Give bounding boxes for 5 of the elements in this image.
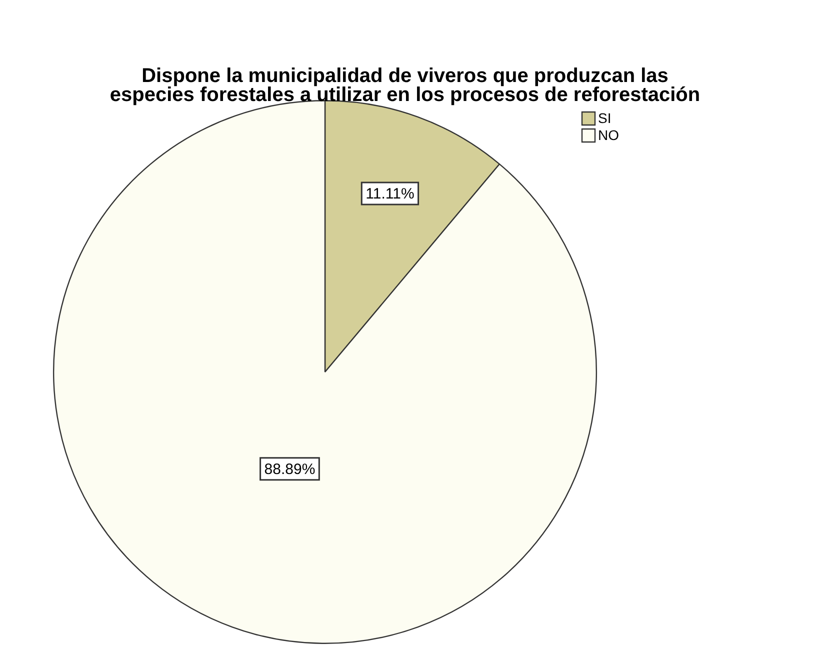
data-label: 11.11% — [366, 186, 414, 203]
legend-label: NO — [598, 126, 620, 143]
chart-title: Dispone la municipalidad de viveros que produzcan las especies forestales a utilizar en los procesos de reforestación — [110, 65, 700, 106]
legend-label: SI — [598, 110, 612, 126]
data-label: 88.89% — [264, 461, 316, 478]
